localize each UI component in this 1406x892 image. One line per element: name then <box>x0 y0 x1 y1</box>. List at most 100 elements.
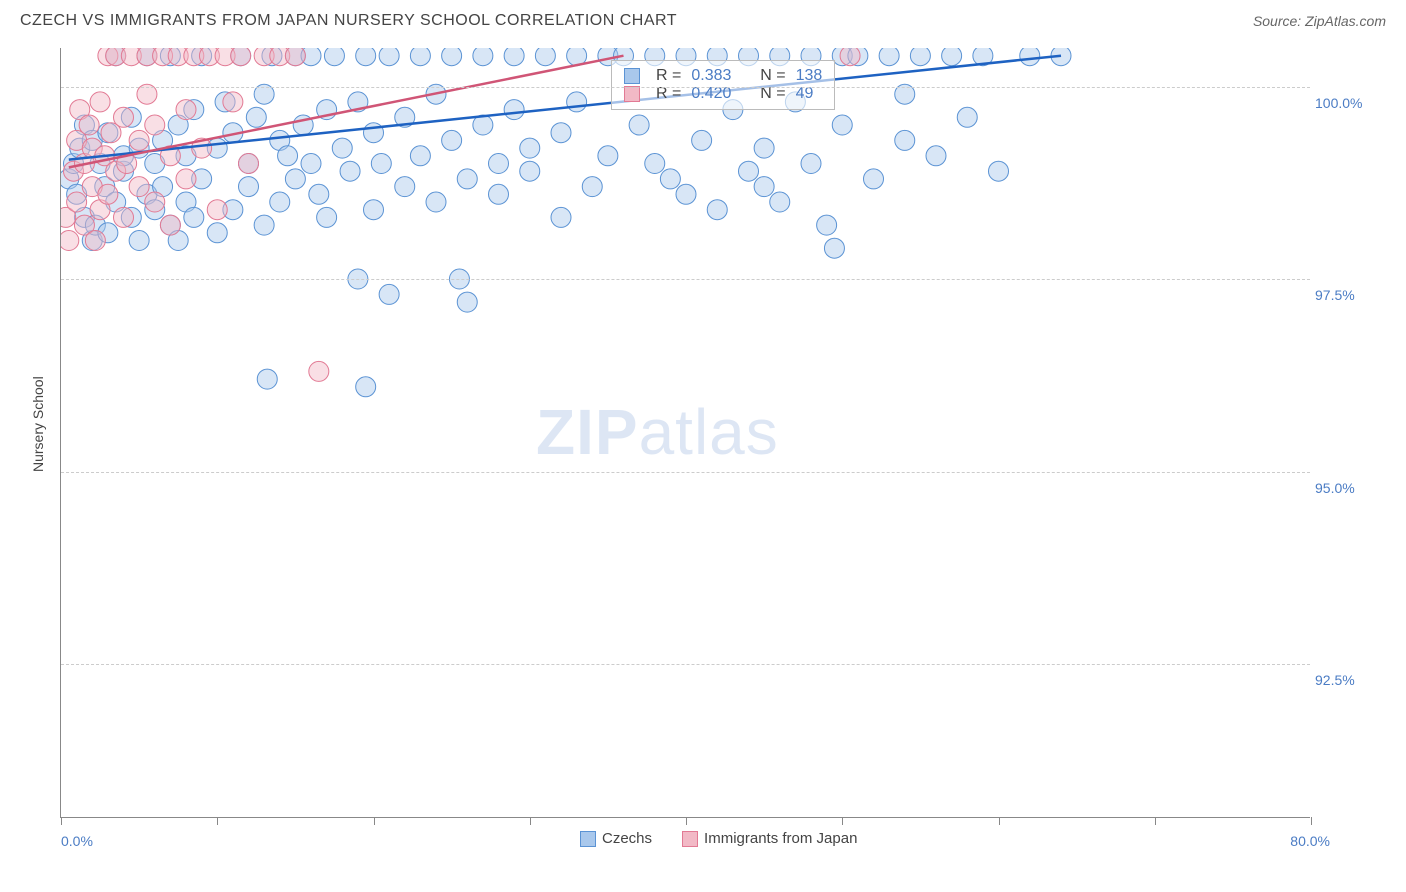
scatter-point <box>145 115 165 135</box>
scatter-point <box>278 146 298 166</box>
stat-r-label: R = <box>656 85 681 103</box>
scatter-point <box>90 92 110 112</box>
scatter-point <box>239 154 259 174</box>
scatter-point <box>160 215 180 235</box>
scatter-point <box>246 107 266 127</box>
x-tick <box>61 817 62 825</box>
scatter-point <box>645 154 665 174</box>
x-tick <box>374 817 375 825</box>
scatter-point <box>176 100 196 120</box>
x-tick <box>530 817 531 825</box>
scatter-point <box>801 154 821 174</box>
scatter-point <box>285 48 305 66</box>
scatter-point <box>309 184 329 204</box>
scatter-point <box>426 192 446 212</box>
scatter-point <box>114 107 134 127</box>
scatter-point <box>754 177 774 197</box>
gridline <box>61 664 1310 665</box>
stats-row: R = 0.383 N = 138 <box>624 67 822 85</box>
scatter-point <box>395 177 415 197</box>
stat-n-label: N = <box>760 85 785 103</box>
scatter-point <box>379 284 399 304</box>
scatter-point <box>770 192 790 212</box>
x-tick <box>842 817 843 825</box>
scatter-point <box>231 48 251 66</box>
scatter-point <box>98 184 118 204</box>
scatter-point <box>660 169 680 189</box>
scatter-point <box>129 177 149 197</box>
stat-r-value: 0.420 <box>691 85 731 103</box>
stat-n-value: 138 <box>796 67 823 85</box>
y-tick-label: 97.5% <box>1315 287 1370 303</box>
scatter-point <box>832 115 852 135</box>
scatter-point <box>257 369 277 389</box>
legend-swatch <box>580 831 596 847</box>
scatter-point <box>707 200 727 220</box>
scatter-point <box>489 184 509 204</box>
scatter-point <box>551 123 571 143</box>
scatter-point <box>410 48 430 66</box>
scatter-point <box>379 48 399 66</box>
x-tick <box>1155 817 1156 825</box>
legend-label: Czechs <box>602 830 652 847</box>
scatter-point <box>582 177 602 197</box>
scatter-point <box>239 177 259 197</box>
scatter-point <box>840 48 860 66</box>
scatter-point <box>754 138 774 158</box>
stat-n-value: 49 <box>796 85 814 103</box>
scatter-point <box>910 48 930 66</box>
y-tick-label: 95.0% <box>1315 480 1370 496</box>
scatter-point <box>114 207 134 227</box>
scatter-point <box>817 215 837 235</box>
gridline <box>61 87 1310 88</box>
scatter-point <box>340 161 360 181</box>
scatter-point <box>270 192 290 212</box>
scatter-point <box>207 200 227 220</box>
scatter-point <box>457 292 477 312</box>
legend-label: Immigrants from Japan <box>704 830 857 847</box>
scatter-point <box>324 48 344 66</box>
x-max-label: 80.0% <box>1290 833 1330 849</box>
x-tick <box>217 817 218 825</box>
scatter-point <box>504 48 524 66</box>
chart-title: CZECH VS IMMIGRANTS FROM JAPAN NURSERY S… <box>20 12 677 30</box>
scatter-point <box>285 169 305 189</box>
scatter-point <box>301 154 321 174</box>
scatter-point <box>520 138 540 158</box>
scatter-point <box>551 207 571 227</box>
chart-container: ZIPatlas R = 0.383 N = 138R = 0.420 N = … <box>20 38 1386 868</box>
legend-item: Czechs <box>580 830 652 847</box>
scatter-point <box>79 115 99 135</box>
scatter-point <box>957 107 977 127</box>
stats-swatch <box>624 86 640 102</box>
scatter-point <box>129 130 149 150</box>
scatter-point <box>473 48 493 66</box>
scatter-point <box>67 192 87 212</box>
scatter-point <box>371 154 391 174</box>
scatter-point <box>824 238 844 258</box>
scatter-point <box>254 215 274 235</box>
scatter-point <box>364 123 384 143</box>
scatter-point <box>895 130 915 150</box>
scatter-point <box>410 146 430 166</box>
scatter-point <box>864 169 884 189</box>
scatter-point <box>61 231 79 251</box>
scatter-point <box>129 231 149 251</box>
chart-header: CZECH VS IMMIGRANTS FROM JAPAN NURSERY S… <box>0 0 1406 38</box>
scatter-point <box>356 377 376 397</box>
scatter-point <box>457 169 477 189</box>
scatter-point <box>567 92 587 112</box>
stats-box: R = 0.383 N = 138R = 0.420 N = 49 <box>611 60 835 110</box>
scatter-point <box>207 223 227 243</box>
x-tick <box>999 817 1000 825</box>
stat-n-label: N = <box>760 67 785 85</box>
y-axis-label: Nursery School <box>30 376 46 472</box>
scatter-point <box>504 100 524 120</box>
scatter-point <box>145 192 165 212</box>
scatter-point <box>942 48 962 66</box>
scatter-point <box>520 161 540 181</box>
x-min-label: 0.0% <box>61 833 93 849</box>
x-tick <box>1311 817 1312 825</box>
scatter-point <box>364 200 384 220</box>
scatter-point <box>629 115 649 135</box>
